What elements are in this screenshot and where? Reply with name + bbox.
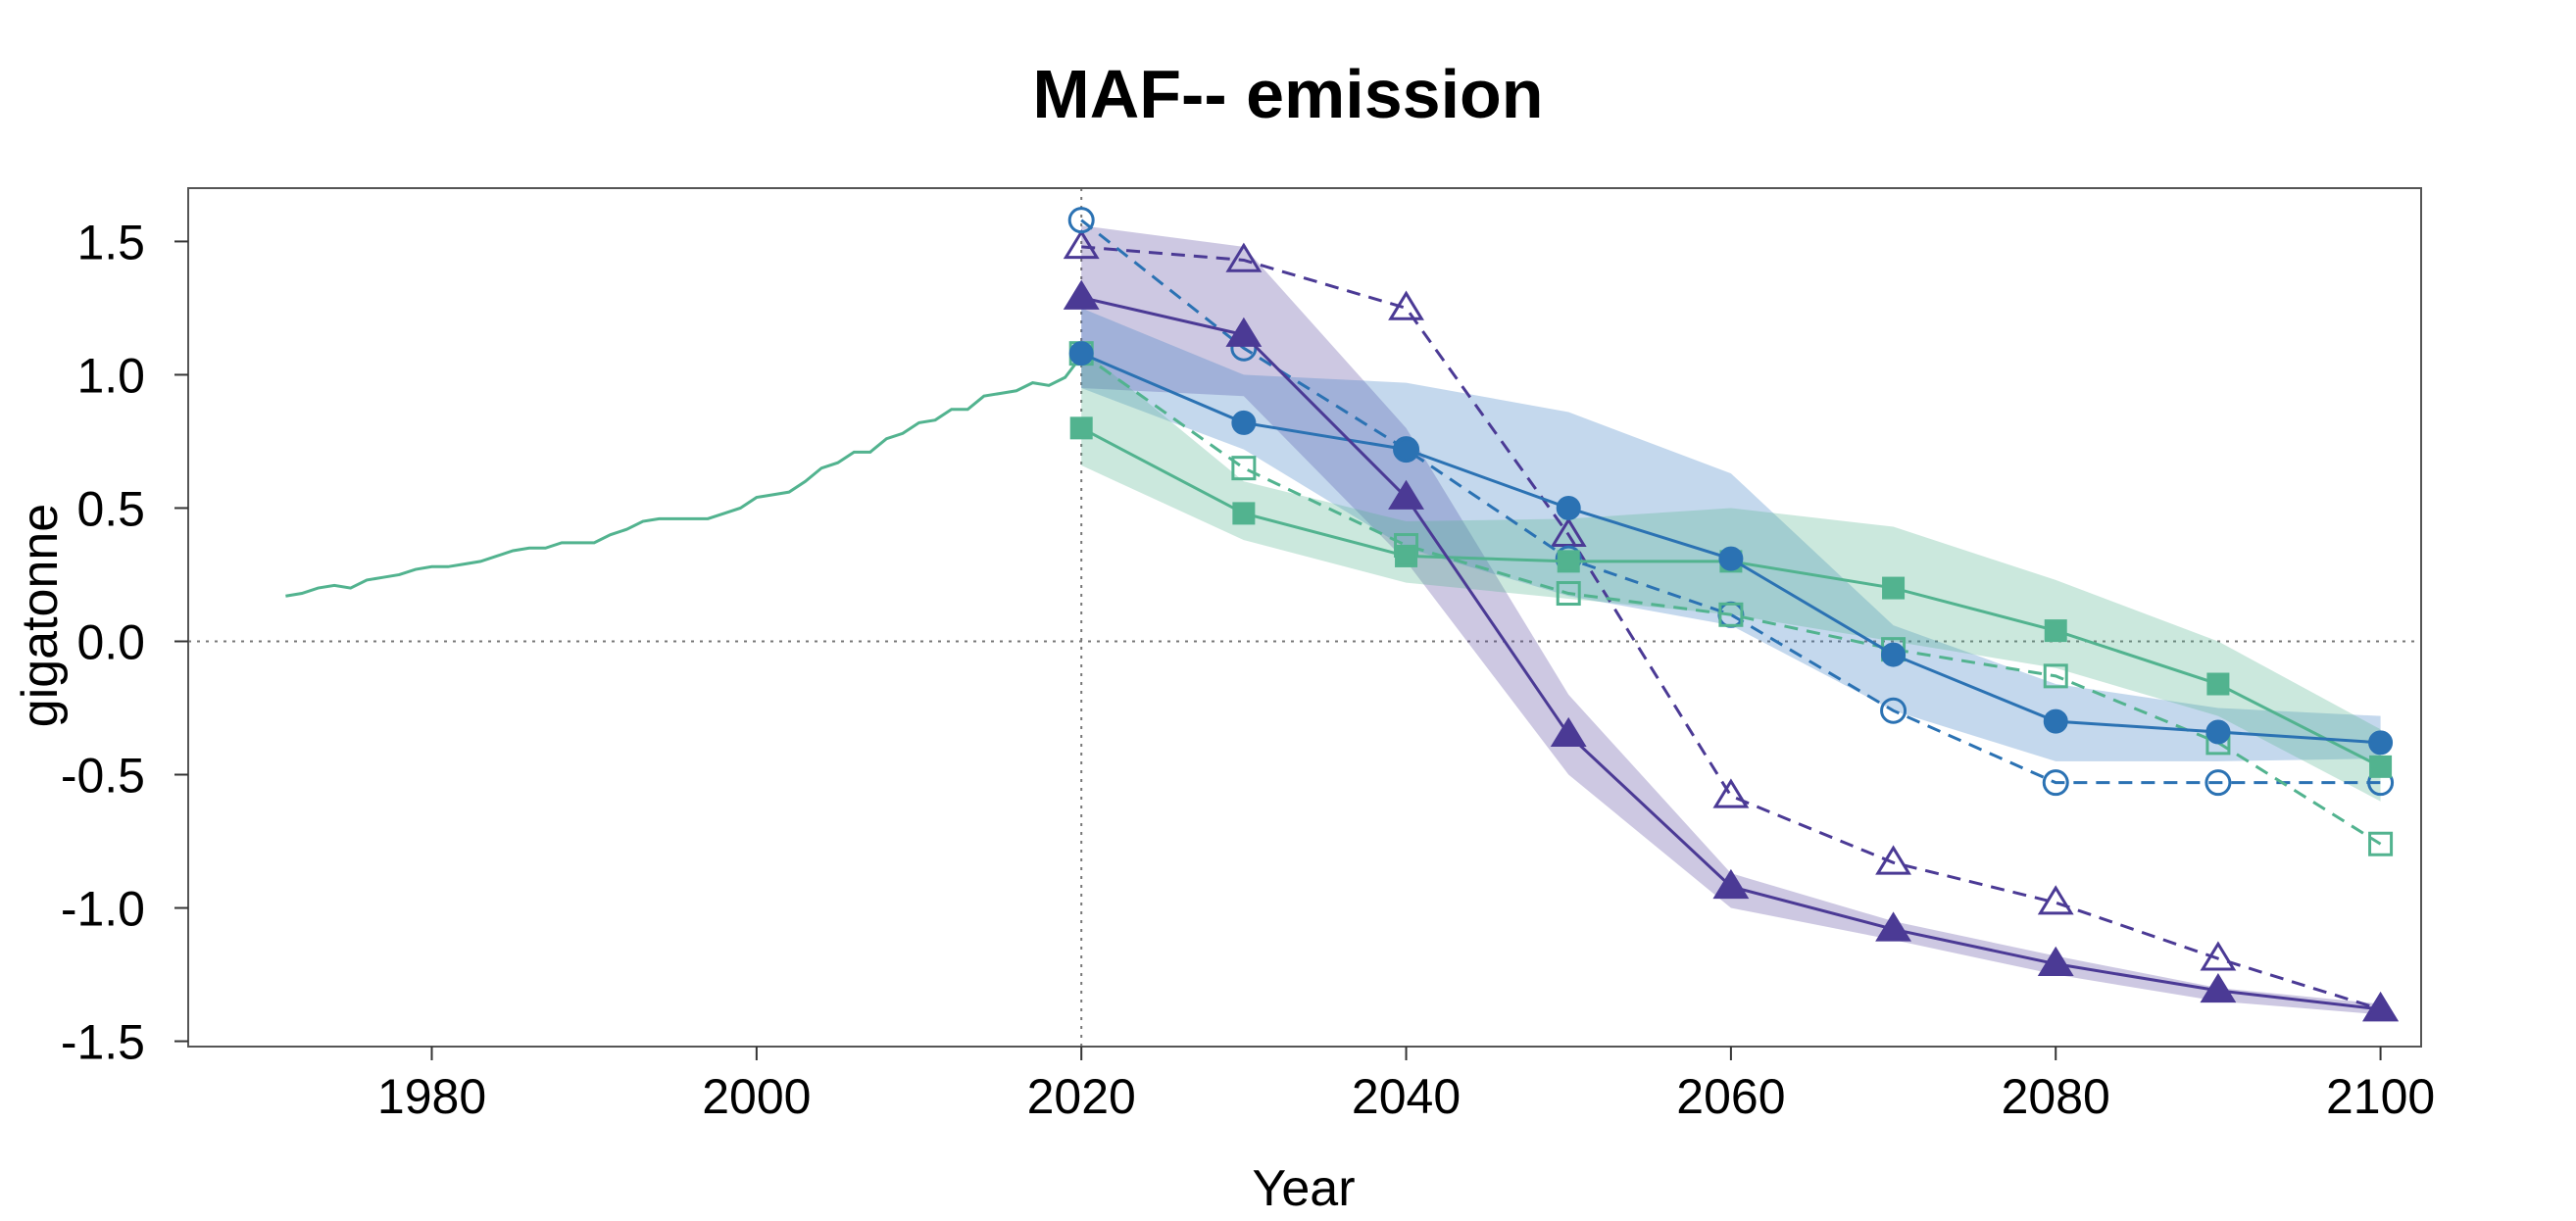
purple-solid-filled-triangle-point-2040 (1388, 479, 1424, 510)
green-solid-filled-square-point-2090 (2206, 672, 2230, 696)
x-tick-label-2060: 2060 (1676, 1069, 1785, 1124)
purple-solid-filled-triangle-point-2030 (1225, 317, 1263, 347)
purple-dashed-open-triangle-point-2090 (2200, 941, 2237, 971)
purple-dashed-open-triangle-point-2040 (1388, 290, 1424, 320)
purple-solid-filled-triangle-point-2070 (1875, 911, 1911, 942)
x-tick-label-2020: 2020 (1027, 1069, 1136, 1124)
green-solid-filled-square-point-2030 (1232, 502, 1256, 525)
blue-dashed-open-circle-point-2080 (2042, 769, 2069, 797)
green-dashed-open-square-line (1080, 352, 2382, 846)
blue-solid-filled-circle-point-2070 (1881, 642, 1907, 667)
purple-dashed-open-triangle-point-2060 (1712, 778, 1750, 808)
green-dashed-open-square-point-2080 (2043, 663, 2068, 689)
y-tick-label-6: -1.5 (61, 1015, 145, 1070)
blue-solid-filled-circle-point-2020 (1068, 341, 1094, 366)
purple-solid-filled-triangle-point-2060 (1712, 868, 1750, 900)
blue-solid-filled-circle-point-2080 (2043, 708, 2068, 734)
green-dashed-open-square-point-2030 (1231, 456, 1257, 481)
blue-solid-filled-circle-point-2060 (1718, 546, 1744, 571)
purple-dashed-open-triangle-point-2050 (1550, 516, 1587, 547)
purple-solid-filled-triangle-point-2080 (2037, 946, 2074, 976)
x-tick-label-2080: 2080 (2002, 1069, 2110, 1124)
plot-frame (187, 187, 2422, 1048)
green-solid-filled-square-point-2080 (2044, 619, 2067, 643)
purple-band (1081, 225, 2381, 1015)
y-tick-label-0: 1.5 (76, 215, 145, 269)
x-axis-label: Year (1252, 1160, 1355, 1217)
purple-solid-filled-triangle-point-2100 (2362, 992, 2400, 1022)
purple-dashed-open-triangle-point-2080 (2037, 885, 2074, 915)
y-tick-label-1: 1.0 (76, 348, 145, 403)
purple-solid-filled-triangle-point-2050 (1550, 716, 1587, 748)
x-tick-label-2040: 2040 (1352, 1069, 1461, 1124)
y-tick-label-3: 0.0 (76, 614, 145, 669)
green-dashed-open-square-point-2060 (1718, 602, 1744, 627)
green-solid-filled-square-point-2040 (1395, 544, 1418, 567)
historical-emission-line (285, 355, 1083, 598)
blue-solid-filled-circle-point-2040 (1394, 437, 1419, 463)
blue-solid-filled-circle-point-2030 (1231, 410, 1257, 435)
y-axis-label: gigatonne (12, 504, 69, 727)
blue-solid-filled-circle-point-2050 (1556, 495, 1581, 520)
purple-dashed-open-triangle-point-2020 (1063, 228, 1100, 260)
green-dashed-open-square-point-2050 (1556, 581, 1581, 607)
x-tick-label-2100: 2100 (2326, 1069, 2435, 1124)
blue-dashed-open-circle-point-2020 (1067, 207, 1095, 234)
y-tick-label-2: 0.5 (76, 481, 145, 536)
blue-solid-filled-circle-point-2090 (2205, 719, 2231, 745)
y-tick-label-4: -0.5 (61, 749, 145, 804)
blue-dashed-open-circle-point-2090 (2204, 769, 2232, 797)
x-tick-label-1980: 1980 (377, 1069, 486, 1124)
green-solid-filled-square-point-2050 (1557, 550, 1580, 573)
blue-solid-filled-circle-point-2100 (2368, 730, 2394, 756)
purple-dashed-open-triangle-point-2070 (1875, 845, 1911, 875)
blue-dashed-open-circle-point-2070 (1880, 697, 1907, 724)
green-band (1081, 348, 2381, 802)
y-tick-label-5: -1.0 (61, 882, 145, 937)
green-solid-filled-square-point-2070 (1882, 576, 1906, 600)
x-tick-label-2000: 2000 (702, 1069, 811, 1124)
blue-dashed-open-circle-line (1080, 219, 2381, 785)
blue-band (1081, 308, 2381, 761)
purple-solid-filled-triangle-point-2020 (1063, 279, 1100, 310)
purple-dashed-open-triangle-line (1081, 245, 2382, 1011)
purple-solid-filled-triangle-point-2090 (2200, 972, 2237, 1003)
green-solid-filled-square-point-2100 (2369, 755, 2393, 778)
green-dashed-open-square-point-2100 (2368, 831, 2394, 856)
purple-dashed-open-triangle-point-2030 (1225, 242, 1263, 272)
chart-title: MAF-- emission (1032, 56, 1543, 132)
green-solid-filled-square-point-2020 (1069, 416, 1093, 440)
